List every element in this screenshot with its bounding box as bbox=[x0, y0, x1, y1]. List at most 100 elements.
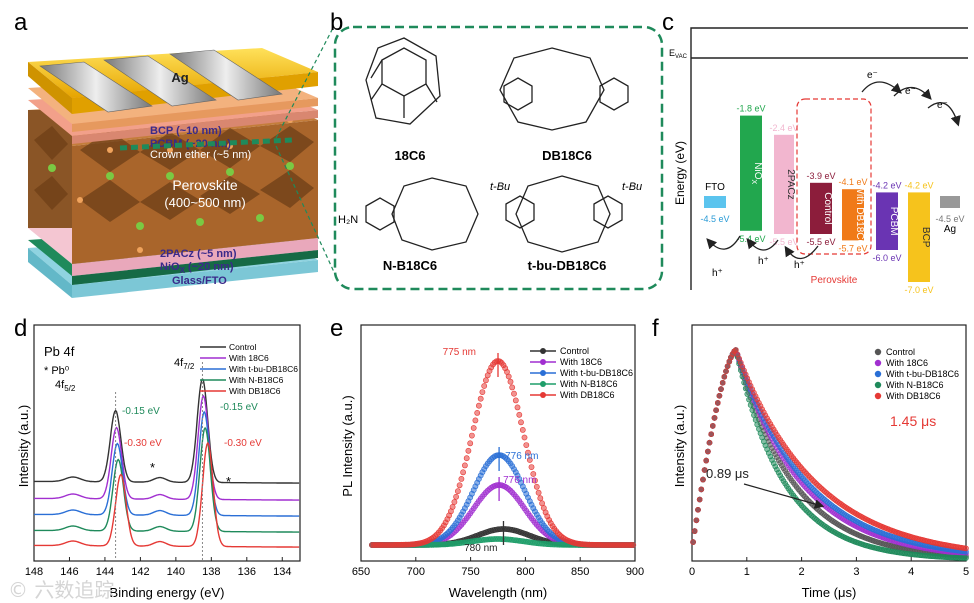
e-point-with-db18c6 bbox=[630, 542, 637, 548]
e-legend-marker-control bbox=[540, 348, 546, 354]
panel-label-a: a bbox=[14, 9, 28, 36]
molecule-db18c6 bbox=[499, 47, 629, 131]
f-legend-label-with-18c6: With 18C6 bbox=[886, 358, 928, 368]
perovskite-box bbox=[796, 98, 872, 255]
peak-label-4f52: 4f5/2 bbox=[55, 379, 76, 393]
d-curve-with-n-b18c6 bbox=[34, 426, 300, 533]
e-point-with-db18c6 bbox=[467, 440, 474, 447]
e-point-with-db18c6 bbox=[507, 378, 514, 385]
band-diagram: -4.5 eV FTO -1.8 eV -5.4 eV NiOX -2.4 eV -5.5 … bbox=[700, 104, 964, 295]
f-point-with-db18c6 bbox=[698, 486, 705, 493]
perovskite-thickness-label: (400~500 nm) bbox=[164, 195, 245, 210]
f-ticklabel-5: 5 bbox=[963, 566, 969, 578]
e-point-with-db18c6 bbox=[453, 493, 459, 500]
e-ticklabel-800: 800 bbox=[516, 566, 534, 578]
panel-b: b 18C6 DB18C6 H₂N N-B18C6 t-Bu t-Bu t-bu… bbox=[330, 9, 664, 291]
band-2pacz bbox=[774, 134, 794, 234]
e-point-with-db18c6 bbox=[512, 397, 519, 404]
panel-label-d: d bbox=[14, 315, 27, 342]
e-point-with-db18c6 bbox=[537, 495, 544, 502]
panel-f: f 0 1 2 3 4 5 Time (μs) Intensity (a.u.) Cont… bbox=[652, 315, 969, 600]
d-ticklabel-142: 142 bbox=[131, 566, 149, 578]
d-ticklabel-148: 148 bbox=[25, 566, 43, 578]
d-ticklabel-134: 134 bbox=[273, 566, 291, 578]
e-point-with-db18c6 bbox=[468, 432, 475, 439]
e-point-with-db18c6 bbox=[463, 455, 470, 462]
e-point-with-db18c6 bbox=[518, 419, 524, 426]
d-curve-control bbox=[34, 377, 300, 484]
energy-axis bbox=[690, 27, 968, 290]
e-peak-label-with-18c6: 776 nm bbox=[503, 475, 536, 486]
d-legend-label-with-18c6: With 18C6 bbox=[229, 353, 269, 363]
band-control bbox=[810, 182, 832, 234]
e-legend-marker-with-db18c6 bbox=[540, 392, 546, 398]
band-bcp-vbm: -7.0 eV bbox=[904, 285, 933, 295]
e-point-with-db18c6 bbox=[479, 389, 486, 395]
bcp-label: BCP (~10 nm) bbox=[150, 125, 222, 137]
band-2pacz-vbm: -5.5 eV bbox=[769, 237, 798, 247]
f-point-with-n-b18c6 bbox=[742, 385, 749, 392]
f-legend-marker-with-n-b18c6 bbox=[874, 381, 882, 389]
e-point-with-db18c6 bbox=[470, 425, 477, 431]
e-legend-label-with-18c6: With 18C6 bbox=[560, 357, 602, 367]
e-legend-label-with-db18c6: With DB18C6 bbox=[560, 390, 615, 400]
band-bcp-cbm: -4.2 eV bbox=[904, 180, 933, 190]
e-point-with-db18c6 bbox=[526, 457, 533, 463]
d-ticklabel-138: 138 bbox=[202, 566, 220, 578]
e-point-with-db18c6 bbox=[482, 377, 489, 384]
e-legend-marker-with-t-bu-db18c6 bbox=[540, 370, 546, 376]
e-point-with-db18c6 bbox=[477, 395, 484, 402]
e-point-with-db18c6 bbox=[514, 404, 521, 411]
f-point-with-db18c6 bbox=[963, 545, 969, 552]
f-point-with-db18c6 bbox=[713, 407, 719, 414]
d-legend-label-with-t-bu-db18c6: With t-bu-DB18C6 bbox=[229, 364, 298, 374]
f-point-with-n-b18c6 bbox=[744, 391, 751, 397]
f-point-with-n-b18c6 bbox=[746, 396, 752, 403]
plot-d-xlabel: Binding energy (eV) bbox=[110, 585, 225, 600]
f-ticklabel-3: 3 bbox=[853, 566, 859, 578]
f-point-with-db18c6 bbox=[700, 476, 706, 483]
panel-label-e: e bbox=[330, 315, 343, 342]
e-legend-marker-with-18c6 bbox=[540, 359, 546, 365]
electron-label-2: e⁻ bbox=[905, 86, 916, 97]
plot-d-frame bbox=[33, 324, 301, 562]
name-18c6: 18C6 bbox=[394, 148, 425, 163]
e-point-with-db18c6 bbox=[456, 482, 463, 489]
plot-e-xaxis: 650 700 750 800 850 900 bbox=[352, 557, 644, 578]
f-point-with-n-b18c6 bbox=[747, 402, 754, 408]
e-point-with-db18c6 bbox=[525, 449, 531, 456]
crown-ether-label: Crown ether (~5 nm) bbox=[150, 149, 251, 161]
d-ticklabel-144: 144 bbox=[96, 566, 114, 578]
hole-label-2: h⁺ bbox=[758, 256, 769, 267]
d-ticklabel-146: 146 bbox=[60, 566, 78, 578]
e-ticklabel-650: 650 bbox=[352, 566, 370, 578]
f-legend-marker-with-18c6 bbox=[874, 359, 882, 367]
panel-e: e 650 700 750 800 850 900 Wavelength (nm) PL … bbox=[330, 315, 644, 600]
f-point-with-db18c6 bbox=[711, 415, 718, 421]
band-niox-cbm: -1.8 eV bbox=[736, 104, 765, 114]
plot-f-annotation-089: 0.89 μs bbox=[706, 466, 749, 481]
f-point-with-n-b18c6 bbox=[963, 555, 969, 561]
watermark: © 六数追踪 bbox=[8, 578, 115, 602]
plot-f-curves bbox=[690, 347, 969, 561]
f-point-with-db18c6 bbox=[705, 448, 711, 455]
e-point-with-db18c6 bbox=[530, 471, 537, 477]
evac-label: EVAC bbox=[669, 48, 688, 60]
band-with-db18c6 bbox=[842, 189, 864, 241]
plot-e-frame bbox=[360, 324, 636, 562]
e-series-with-t-bu-db18c6 bbox=[369, 452, 637, 548]
f-legend-label-with-t-bu-db18c6: With t-bu-DB18C6 bbox=[886, 369, 959, 379]
d-curve-with-db18c6 bbox=[34, 441, 300, 548]
electron-arrow-2 bbox=[893, 86, 932, 100]
band-with-db18c6-cbm: -4.1 eV bbox=[838, 177, 867, 187]
pb0-marker-1: * bbox=[150, 460, 155, 475]
e-point-with-db18c6 bbox=[519, 426, 526, 433]
e-point-with-db18c6 bbox=[509, 384, 516, 391]
plot-f-xlabel: Time (μs) bbox=[802, 585, 857, 600]
panel-label-c: c bbox=[662, 9, 674, 36]
band-pcbm bbox=[876, 192, 898, 250]
f-point-with-n-b18c6 bbox=[741, 379, 747, 386]
e-peak-label-control: 780 nm bbox=[464, 543, 497, 554]
